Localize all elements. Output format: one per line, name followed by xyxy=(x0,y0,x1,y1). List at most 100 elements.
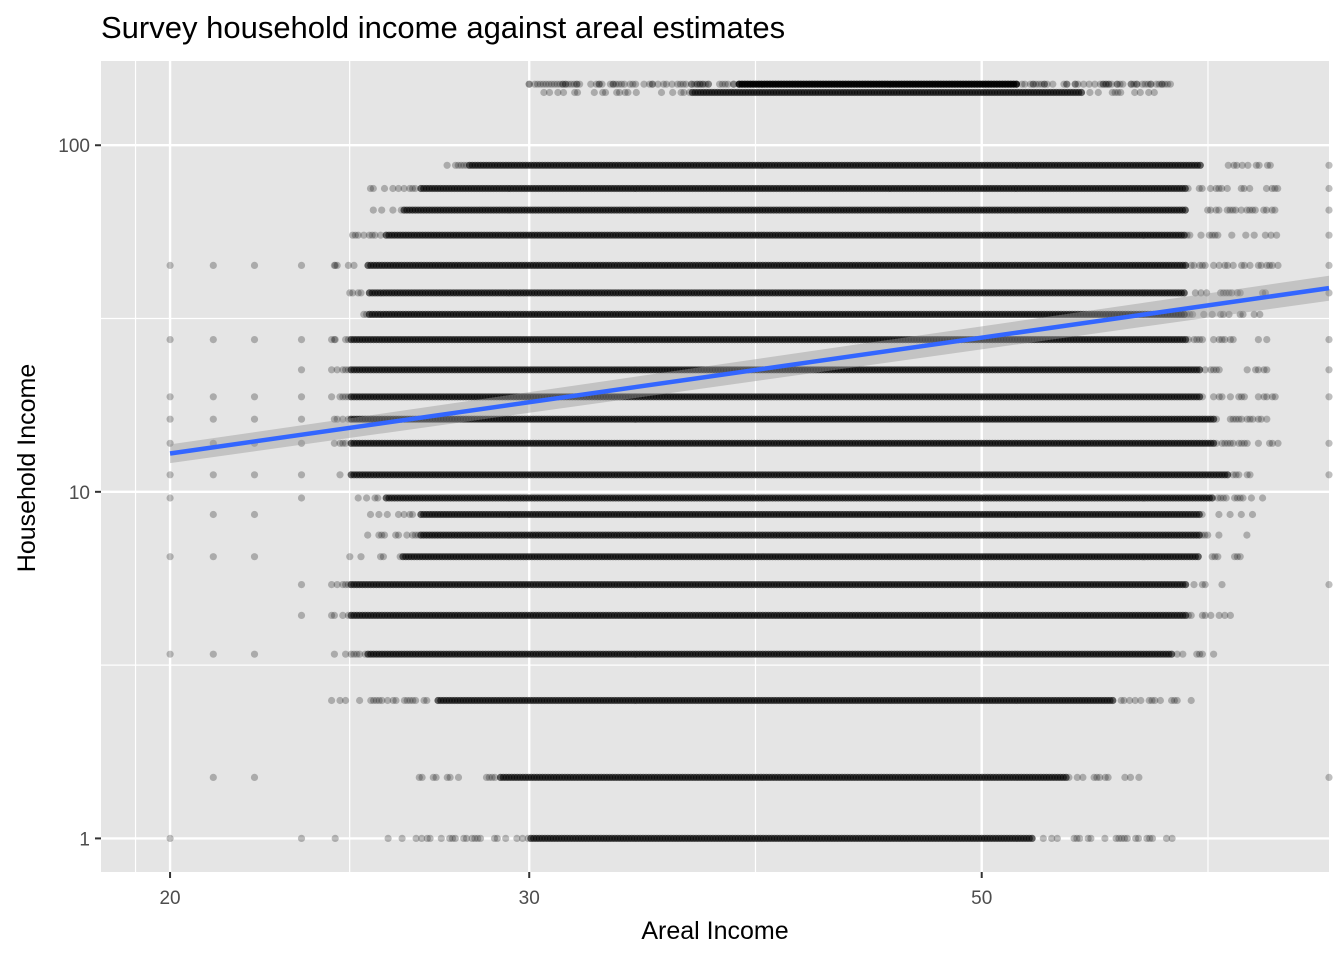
data-point xyxy=(384,834,392,843)
data-point xyxy=(1239,494,1247,502)
data-point xyxy=(1274,439,1282,447)
data-point xyxy=(1210,650,1218,658)
data-point xyxy=(392,696,400,705)
data-point xyxy=(1168,696,1176,705)
chart-title: Survey household income against areal es… xyxy=(101,10,785,45)
data-point xyxy=(1104,773,1112,782)
data-point xyxy=(409,696,417,705)
data-point xyxy=(342,581,350,589)
data-point xyxy=(1193,650,1201,658)
data-point xyxy=(333,581,341,589)
data-point xyxy=(1090,773,1098,782)
major-gridlines xyxy=(101,61,1329,872)
data-point xyxy=(356,696,364,705)
data-point xyxy=(389,696,397,705)
data-point xyxy=(378,696,386,705)
data-point xyxy=(1198,336,1206,344)
data-point xyxy=(1226,611,1234,620)
data-point xyxy=(398,834,406,843)
data-point xyxy=(1187,696,1195,705)
data-point xyxy=(1182,611,1190,620)
data-point xyxy=(462,834,471,843)
data-point xyxy=(1240,393,1248,401)
data-point xyxy=(1120,696,1128,705)
data-point xyxy=(1215,510,1223,519)
data-point xyxy=(412,834,420,843)
data-point xyxy=(460,834,468,843)
data-point xyxy=(443,773,451,782)
data-point xyxy=(330,650,338,658)
data-point xyxy=(1073,834,1081,843)
data-point xyxy=(1148,696,1156,705)
data-point xyxy=(1145,696,1153,705)
data-point xyxy=(437,834,445,843)
data-point xyxy=(1263,415,1271,423)
data-point xyxy=(372,696,380,705)
data-point xyxy=(1173,696,1181,705)
data-point xyxy=(476,834,485,843)
data-point xyxy=(357,553,365,561)
data-point xyxy=(451,834,459,843)
data-point xyxy=(1243,366,1251,374)
data-point xyxy=(432,773,440,782)
data-point xyxy=(356,650,364,658)
data-point xyxy=(1156,696,1164,705)
data-point xyxy=(1226,510,1234,519)
data-point xyxy=(1148,834,1157,843)
data-point xyxy=(1109,696,1117,705)
plot-panel xyxy=(101,61,1329,872)
data-points xyxy=(166,80,1333,843)
data-point xyxy=(488,773,496,782)
data-point xyxy=(374,494,382,502)
data-point xyxy=(1204,531,1212,539)
data-point xyxy=(1235,471,1243,479)
data-point xyxy=(1065,773,1073,782)
data-point xyxy=(1070,834,1078,843)
data-point xyxy=(1198,510,1206,519)
data-point xyxy=(1215,366,1223,374)
data-point xyxy=(384,696,392,705)
data-point xyxy=(1254,439,1262,447)
data-point xyxy=(1187,611,1195,620)
data-point xyxy=(1162,834,1171,843)
data-point xyxy=(418,773,426,782)
data-point xyxy=(474,834,482,843)
data-point xyxy=(1271,393,1279,401)
data-point xyxy=(347,650,355,658)
data-point xyxy=(1096,773,1104,782)
data-point xyxy=(346,553,354,561)
data-point xyxy=(1179,650,1187,658)
data-point xyxy=(412,696,420,705)
data-point xyxy=(375,696,383,705)
data-point xyxy=(1215,531,1223,539)
data-point xyxy=(328,393,336,401)
data-point xyxy=(1182,581,1190,589)
data-point xyxy=(1076,834,1084,843)
data-point xyxy=(1222,494,1230,502)
data-point xyxy=(1229,336,1237,344)
data-point xyxy=(1093,773,1101,782)
data-point xyxy=(1236,553,1244,561)
data-point xyxy=(429,773,437,782)
data-point xyxy=(1247,494,1255,502)
data-point xyxy=(380,531,389,539)
data-point xyxy=(1207,611,1215,620)
data-point xyxy=(328,696,336,705)
data-point xyxy=(1112,834,1120,843)
data-point xyxy=(1146,834,1154,843)
data-point xyxy=(1170,696,1178,705)
data-point xyxy=(363,494,371,502)
data-point xyxy=(1190,581,1198,589)
data-point xyxy=(328,611,336,620)
data-point xyxy=(1214,553,1222,561)
data-point xyxy=(1135,773,1143,782)
data-point xyxy=(330,611,338,620)
data-point xyxy=(1263,366,1271,374)
data-point xyxy=(1053,834,1061,843)
data-point xyxy=(1218,393,1226,401)
data-point xyxy=(1226,393,1234,401)
data-point xyxy=(1237,510,1245,519)
data-point xyxy=(420,696,428,705)
data-point xyxy=(1120,834,1129,843)
